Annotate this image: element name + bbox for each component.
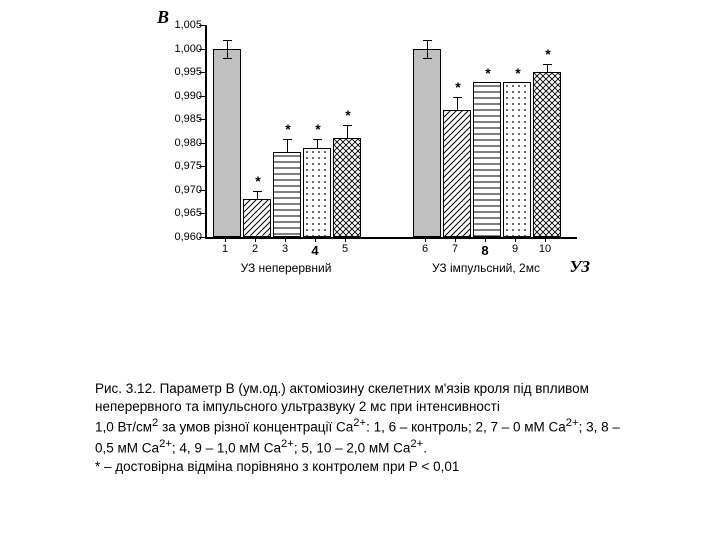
caption-sup-4: 2+ — [159, 438, 172, 450]
caption-text-3: * – достовірна відміна порівняно з контр… — [95, 459, 459, 474]
y-tick-label: 0,985 — [152, 113, 202, 125]
error-bar — [547, 64, 548, 73]
caption-text-2e: ; 4, 9 – 1,0 мМ Ca — [172, 441, 281, 456]
y-tick-label: 1,005 — [152, 19, 202, 31]
bar: * — [443, 110, 471, 237]
error-bar — [347, 125, 348, 139]
bar: * — [503, 82, 531, 237]
error-bar — [457, 97, 458, 111]
error-bar — [257, 191, 258, 200]
error-bar — [427, 40, 428, 59]
bar — [213, 49, 241, 237]
y-tick-label: 0,995 — [152, 66, 202, 78]
x-tick-label: 1 — [215, 243, 235, 255]
x-tick-label: 5 — [335, 243, 355, 255]
significance-marker: * — [308, 121, 328, 137]
x-tick-label: 8 — [475, 243, 495, 258]
x-tick-mark — [485, 237, 486, 242]
significance-marker: * — [248, 173, 268, 189]
y-tick-label: 0,990 — [152, 90, 202, 102]
error-bar — [317, 139, 318, 148]
y-tick-label: 0,965 — [152, 207, 202, 219]
error-bar — [287, 139, 288, 153]
y-tick-label: 0,975 — [152, 160, 202, 172]
x-tick-label: 6 — [415, 243, 435, 255]
x-tick-mark — [345, 237, 346, 242]
x-tick-label: 4 — [305, 243, 325, 258]
significance-marker: * — [278, 121, 298, 137]
y-tick-label: 0,970 — [152, 184, 202, 196]
caption-sup-2: 2+ — [353, 417, 366, 429]
error-bar — [227, 40, 228, 59]
caption-text-2f: ; 5, 10 – 2,0 мМ Ca — [294, 441, 411, 456]
y-tick-label: 1,000 — [152, 43, 202, 55]
bar — [413, 49, 441, 237]
significance-marker: * — [538, 46, 558, 62]
y-tick-label: 0,980 — [152, 137, 202, 149]
x-tick-mark — [255, 237, 256, 242]
x-tick-label: 3 — [275, 243, 295, 255]
x-group-label: УЗ неперервний — [211, 261, 361, 275]
x-axis-title: УЗ — [570, 257, 590, 277]
caption-text-2c: : 1, 6 – контроль; 2, 7 – 0 мМ Ca — [366, 420, 566, 435]
bar: * — [533, 72, 561, 237]
caption-sup-6: 2+ — [410, 438, 423, 450]
bar: * — [333, 138, 361, 237]
x-tick-mark — [515, 237, 516, 242]
bar: * — [473, 82, 501, 237]
x-tick-label: 7 — [445, 243, 465, 255]
x-tick-mark — [285, 237, 286, 242]
significance-marker: * — [448, 79, 468, 95]
caption-sup-5: 2+ — [281, 438, 294, 450]
significance-marker: * — [338, 107, 358, 123]
x-tick-mark — [315, 237, 316, 242]
x-group-label: УЗ імпульсний, 2мс — [411, 261, 561, 275]
significance-marker: * — [508, 65, 528, 81]
plot-area: ******** — [205, 25, 577, 239]
caption-text-2b: за умов різної концентрації Ca — [158, 420, 353, 435]
y-tick-label: 0,960 — [152, 231, 202, 243]
x-tick-mark — [425, 237, 426, 242]
bar: * — [273, 152, 301, 237]
x-tick-label: 9 — [505, 243, 525, 255]
caption-text-1: Рис. 3.12. Параметр В (ум.од.) актоміози… — [95, 381, 589, 414]
x-tick-mark — [545, 237, 546, 242]
bar: * — [243, 199, 271, 237]
bar-chart: B — [145, 15, 575, 295]
caption-text-2a: 1,0 Вт/см — [95, 420, 152, 435]
figure-caption: Рис. 3.12. Параметр В (ум.од.) актоміози… — [95, 380, 630, 476]
significance-marker: * — [478, 65, 498, 81]
x-tick-mark — [225, 237, 226, 242]
bar: * — [303, 148, 331, 238]
caption-text-2g: . — [423, 441, 427, 456]
x-tick-label: 2 — [245, 243, 265, 255]
x-tick-label: 10 — [535, 243, 555, 255]
x-tick-mark — [455, 237, 456, 242]
caption-sup-3: 2+ — [566, 417, 579, 429]
